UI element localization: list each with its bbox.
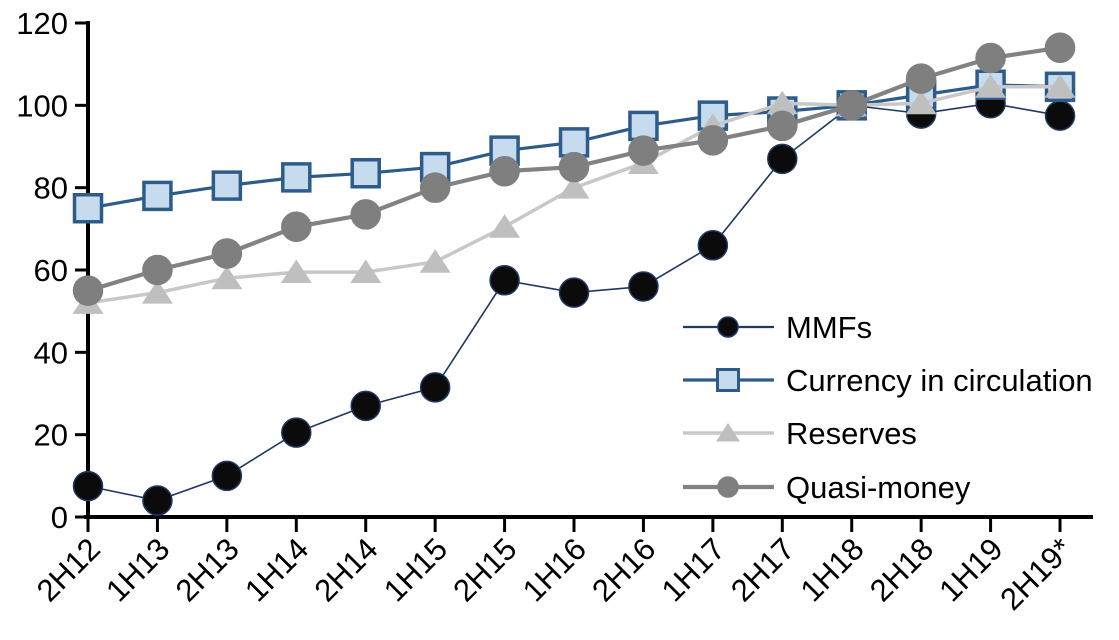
legend-label-reserves: Reserves (786, 416, 917, 451)
marker-triangle-reserves (350, 259, 382, 284)
marker-circle-mmfs (211, 460, 243, 492)
marker-circle-quasi-money (558, 151, 590, 183)
marker-square-currency-in-circulation (558, 127, 590, 158)
marker-circle-quasi-money (1044, 32, 1076, 63)
marker-triangle-reserves (1044, 74, 1076, 98)
x-tick-label: 1H14 (238, 531, 315, 608)
marker-triangle-reserves (211, 265, 243, 290)
x-tick-label: 2H14 (308, 531, 385, 608)
marker-triangle-reserves (975, 74, 1007, 98)
marker-square-currency-in-circulation-legend (716, 368, 740, 392)
x-tick-label: 2H17 (724, 531, 801, 608)
marker-triangle-reserves-legend (716, 423, 740, 442)
marker-triangle-reserves (766, 90, 798, 115)
x-tick-label: 2H19* (993, 531, 1079, 617)
x-tick-label: 2H18 (863, 531, 940, 608)
marker-square-currency-in-circulation (281, 162, 312, 193)
marker-circle-quasi-money (697, 125, 729, 156)
marker-circle-mmfs (72, 470, 104, 502)
marker-triangle-reserves (141, 280, 173, 304)
marker-circle-quasi-money (836, 90, 867, 121)
y-tick-label: 120 (16, 6, 68, 41)
x-tick-label: 2H16 (585, 531, 662, 608)
x-tick-label: 1H16 (516, 531, 593, 608)
x-tick-label: 1H18 (794, 531, 871, 608)
x-tick-label: 1H17 (655, 531, 732, 608)
legend-label-currency-in-circulation: Currency in circulation (786, 363, 1093, 398)
x-tick-label: 2H13 (169, 531, 246, 608)
legend-label-mmfs: MMFs (786, 310, 872, 345)
marker-circle-mmfs (558, 277, 590, 308)
marker-circle-mmfs (281, 417, 312, 448)
marker-circle-mmfs (767, 143, 798, 175)
y-tick-label: 40 (34, 335, 68, 370)
marker-circle-mmfs (142, 485, 173, 516)
marker-square-currency-in-circulation (211, 170, 243, 201)
marker-square-currency-in-circulation (628, 110, 659, 142)
marker-circle-quasi-money (628, 135, 659, 166)
marker-square-currency-in-circulation (350, 158, 381, 189)
marker-circle-mmfs (697, 230, 729, 261)
marker-circle-quasi-money (142, 254, 173, 286)
y-tick-label: 60 (34, 253, 68, 288)
y-tick-label: 100 (16, 88, 68, 123)
marker-circle-quasi-money-legend (717, 476, 739, 498)
marker-circle-quasi-money (975, 42, 1006, 74)
marker-circle-mmfs-legend (717, 316, 739, 338)
marker-circle-quasi-money (281, 211, 312, 243)
marker-square-currency-in-circulation (72, 193, 104, 224)
marker-triangle-reserves (489, 214, 521, 238)
marker-triangle-reserves (419, 249, 451, 273)
marker-circle-quasi-money (72, 275, 104, 306)
marker-triangle-reserves (905, 90, 937, 115)
marker-circle-mmfs (1044, 100, 1076, 131)
x-tick-label: 1H13 (99, 531, 176, 608)
marker-circle-quasi-money (767, 110, 798, 142)
marker-circle-mmfs (628, 271, 659, 302)
y-tick-label: 80 (34, 171, 68, 206)
y-tick-label: 20 (34, 418, 68, 453)
marker-circle-quasi-money (419, 172, 451, 203)
x-tick-label: 1H15 (377, 531, 454, 608)
marker-triangle-reserves (558, 175, 590, 199)
y-tick-label: 0 (51, 500, 68, 535)
marker-circle-mmfs (419, 372, 451, 403)
marker-circle-quasi-money (905, 63, 937, 94)
x-tick-label: 2H12 (30, 531, 107, 608)
marker-circle-quasi-money (350, 199, 381, 230)
marker-square-currency-in-circulation (142, 180, 173, 212)
marker-circle-mmfs (489, 265, 520, 296)
marker-circle-mmfs (350, 390, 381, 422)
marker-circle-quasi-money (489, 155, 520, 187)
legend-label-quasi-money: Quasi-money (786, 470, 971, 505)
marker-triangle-reserves (280, 259, 312, 284)
marker-circle-quasi-money (211, 238, 243, 269)
x-tick-label: 2H15 (446, 531, 523, 608)
